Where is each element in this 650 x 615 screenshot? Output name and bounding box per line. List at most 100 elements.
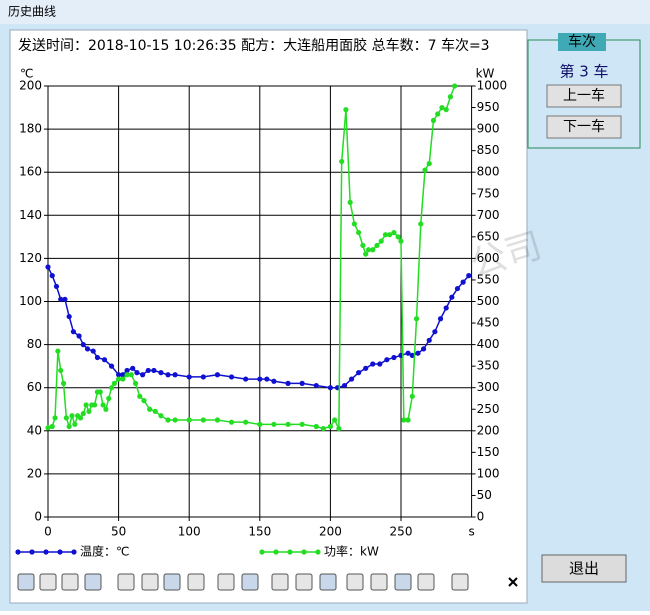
data-point: [426, 160, 432, 167]
toolbar-button[interactable]: [319, 573, 337, 591]
data-point: [285, 421, 291, 427]
y2-tick-label: 850: [477, 143, 500, 157]
data-point: [336, 426, 342, 432]
y2-tick-label: 800: [477, 165, 500, 179]
data-point: [172, 417, 178, 423]
title-bar: [0, 0, 650, 24]
y2-tick-label: 750: [477, 186, 500, 200]
data-point: [320, 426, 326, 432]
data-point: [200, 417, 206, 423]
current-batch: 第 3 车: [559, 63, 608, 81]
group-title: 车次: [568, 33, 596, 50]
data-point: [415, 350, 421, 356]
toolbar-button[interactable]: [163, 573, 181, 591]
toolbar-button[interactable]: [417, 573, 435, 591]
data-point: [83, 402, 89, 408]
y-tick-label: 80: [27, 337, 42, 351]
y2-tick-label: 900: [477, 122, 500, 136]
data-point: [97, 389, 103, 395]
toolbar-button[interactable]: [370, 573, 388, 591]
next-button[interactable]: 下一车: [546, 115, 622, 139]
data-point: [285, 380, 291, 386]
button-frame[interactable]: [541, 554, 627, 583]
data-point: [45, 425, 51, 431]
y-tick-label: 40: [27, 423, 42, 437]
data-point: [387, 232, 393, 238]
data-point: [332, 417, 338, 423]
button-frame[interactable]: [546, 115, 622, 139]
toolbar-button[interactable]: [141, 573, 159, 591]
data-point: [106, 395, 112, 402]
data-point: [76, 333, 82, 339]
data-point: [145, 367, 151, 374]
data-point: [90, 348, 96, 354]
data-point: [363, 365, 369, 371]
toolbar-button[interactable]: [17, 573, 35, 591]
toolbar-button[interactable]: [117, 573, 135, 591]
data-point: [77, 415, 84, 421]
data-point: [426, 337, 432, 343]
data-point: [420, 346, 427, 352]
data-point: [405, 417, 411, 423]
toolbar-button[interactable]: [61, 573, 79, 591]
data-point: [430, 117, 437, 124]
data-point: [341, 382, 348, 389]
prev-button[interactable]: 上一车: [546, 84, 622, 108]
toolbar-button[interactable]: [394, 573, 412, 591]
data-point: [299, 380, 305, 386]
data-point: [327, 423, 333, 430]
y-tick-label: 140: [19, 208, 42, 222]
x-axis-unit: s: [468, 525, 474, 539]
data-point: [214, 372, 221, 378]
data-point: [120, 372, 126, 378]
data-point: [132, 380, 139, 386]
data-point: [343, 107, 349, 113]
data-point: [101, 357, 108, 363]
button-label[interactable]: 下一车: [563, 118, 605, 135]
toolbar-button[interactable]: [217, 573, 235, 591]
data-point: [257, 376, 263, 382]
y-tick-label: 0: [34, 510, 42, 524]
y2-tick-label: 300: [477, 380, 500, 394]
toolbar-button[interactable]: [271, 573, 289, 591]
data-point: [339, 158, 345, 165]
toolbar-button[interactable]: [346, 573, 364, 591]
toolbar-button[interactable]: [295, 573, 313, 591]
y-axis-unit: ℃: [20, 67, 33, 81]
data-point: [398, 238, 404, 244]
window-title: 历史曲线: [8, 5, 56, 19]
data-point: [52, 415, 58, 421]
y2-tick-label: 50: [477, 488, 492, 502]
x-tick-label: 250: [390, 525, 413, 539]
toolbar-button[interactable]: [39, 573, 57, 591]
data-point: [108, 385, 115, 391]
data-point: [409, 352, 415, 358]
y2-tick-label: 500: [477, 294, 500, 308]
data-point: [243, 376, 249, 382]
y2-tick-label: 600: [477, 251, 500, 265]
toolbar-button[interactable]: [187, 573, 205, 591]
button-label[interactable]: 退出: [569, 560, 599, 578]
button-label[interactable]: 上一车: [563, 87, 605, 104]
data-point: [391, 354, 397, 361]
button-frame[interactable]: [546, 84, 622, 108]
data-point: [243, 419, 249, 425]
exit-button[interactable]: 退出: [541, 554, 627, 583]
header-text: 发送时间：2018-10-15 10:26:35 配方：大连船用面胶 总车数：7…: [18, 37, 490, 54]
close-icon[interactable]: [508, 577, 518, 587]
x-tick-label: 50: [111, 525, 126, 539]
toolbar-button[interactable]: [241, 573, 259, 591]
toolbar: [17, 573, 518, 591]
toolbar-button[interactable]: [451, 573, 469, 591]
toolbar-button[interactable]: [84, 573, 102, 591]
data-point: [200, 374, 206, 380]
data-point: [460, 279, 466, 285]
legend-dot: [287, 549, 293, 555]
x-tick-label: 100: [178, 525, 201, 539]
data-point: [439, 104, 445, 111]
data-point: [108, 363, 115, 369]
data-point: [147, 406, 153, 412]
legend-dot: [301, 549, 307, 555]
data-point: [134, 370, 140, 376]
data-point: [120, 376, 126, 382]
